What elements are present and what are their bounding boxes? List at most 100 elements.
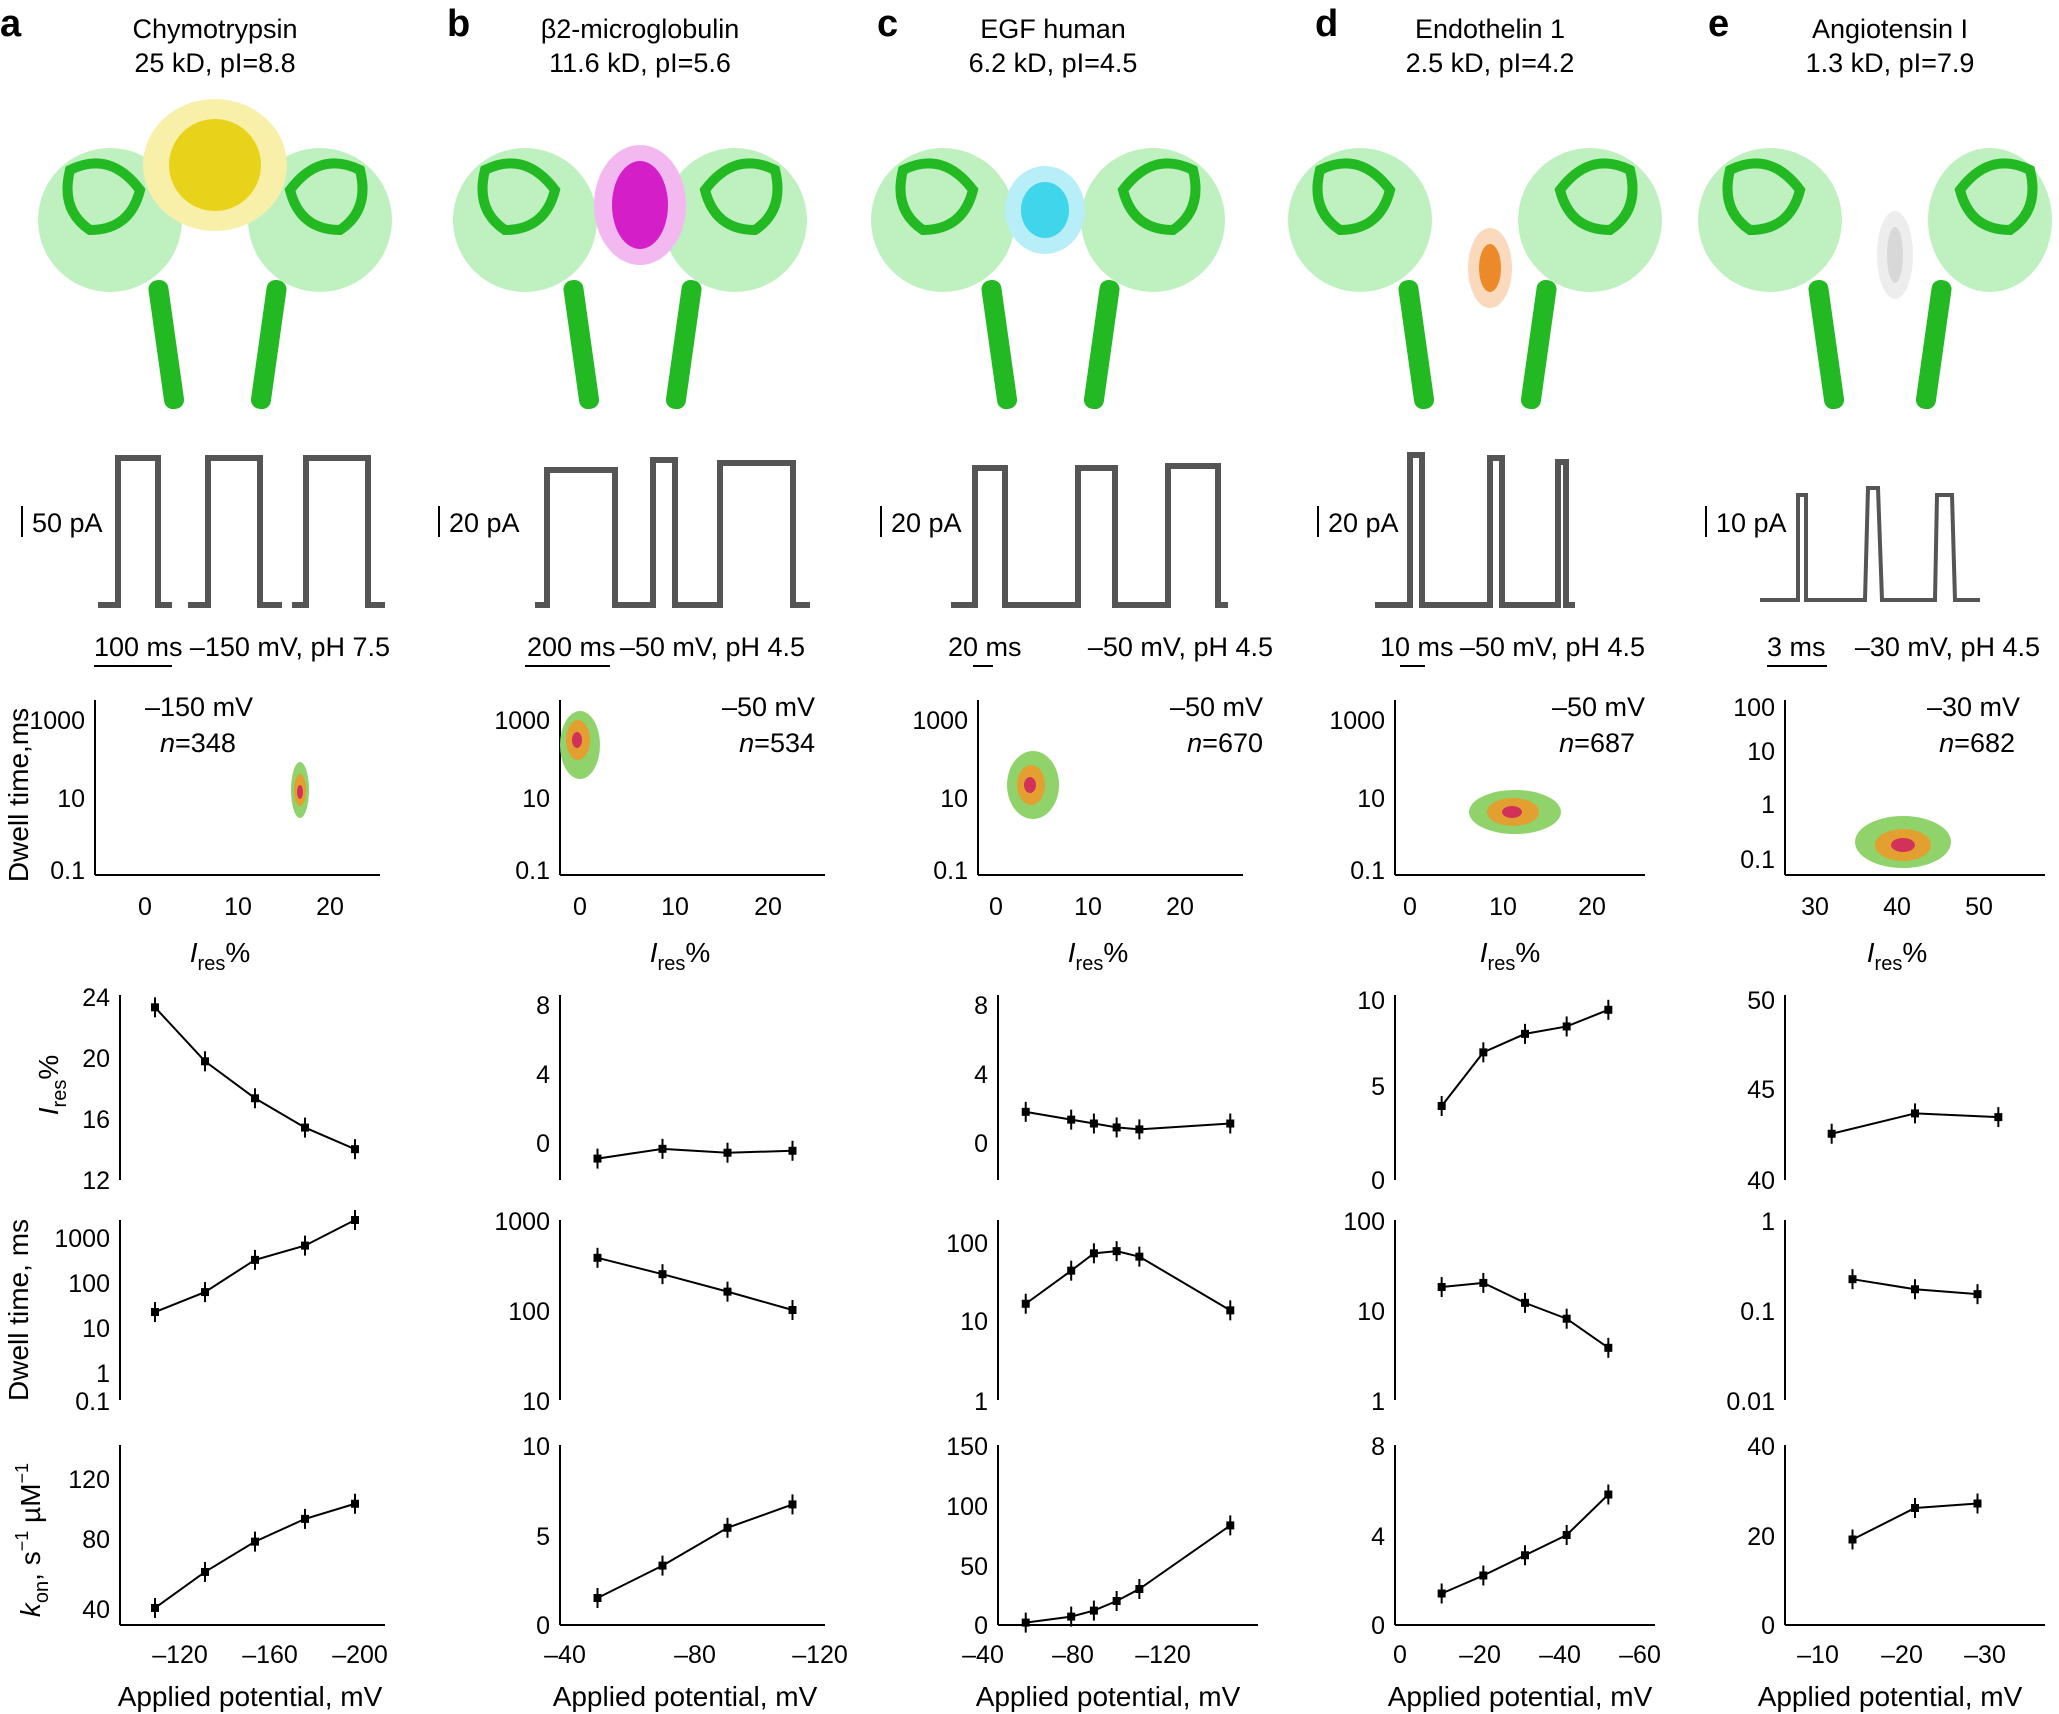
y-tick: 1 — [1371, 1388, 1385, 1416]
y-tick: 10 — [57, 785, 85, 813]
panel-subtitle: 6.2 kD, pI=4.5 — [969, 48, 1138, 78]
panel-letter: a — [0, 3, 22, 45]
y-tick: 12 — [82, 1167, 110, 1195]
x-tick: 0 — [138, 893, 152, 921]
y-tick: 100 — [68, 1270, 110, 1298]
x-tick: 20 — [1166, 893, 1194, 921]
current-scale-label: 20 pA — [891, 508, 962, 538]
data-point — [1135, 1585, 1144, 1593]
scatter-y-axis-label: Dwell time,ms — [3, 708, 34, 882]
n-value: =682 — [1954, 728, 2015, 758]
y-tick: 1000 — [29, 707, 85, 735]
data-point — [1827, 1129, 1836, 1138]
y-tick: 5 — [536, 1523, 550, 1551]
data-point — [1911, 1285, 1919, 1294]
y-tick: 45 — [1747, 1076, 1775, 1104]
pore-structure-illustration — [1698, 148, 2052, 410]
dwell-plot: 1000 100 10 1 0.1 — [54, 1210, 359, 1416]
x-tick: 20 — [316, 893, 344, 921]
data-point — [1437, 1589, 1446, 1598]
data-point — [1521, 1298, 1529, 1307]
y-tick: 0 — [974, 1130, 988, 1158]
scatter-voltage: –50 mV — [1170, 692, 1263, 722]
series-line — [154, 1006, 356, 1151]
dwell-plot: 1000 100 10 — [494, 1208, 797, 1416]
y-tick: 1000 — [912, 707, 968, 735]
data-point — [301, 1123, 309, 1132]
x-tick: 40 — [1883, 893, 1911, 921]
series-line — [597, 1147, 793, 1160]
data-point — [1226, 1306, 1235, 1315]
current-trace: 10 pA 3 ms –30 mV, pH 4.5 — [1705, 486, 2040, 667]
scatter-voltage: –50 mV — [1552, 692, 1645, 722]
data-point — [593, 1154, 602, 1163]
data-point — [1067, 1266, 1076, 1275]
x-tick: 0 — [989, 893, 1003, 921]
time-scale-label: 200 ms — [527, 632, 616, 662]
y-tick: 4 — [536, 1061, 550, 1089]
data-point — [1112, 1247, 1121, 1256]
x-axis-label: Applied potential, mV — [553, 1681, 818, 1712]
y-tick: 100 — [1343, 1208, 1385, 1236]
y-tick: 0.1 — [1740, 1298, 1775, 1326]
data-point — [1089, 1606, 1098, 1615]
x-tick: 0 — [1393, 1641, 1407, 1669]
scatter-plot: 1000 10 0.1 0 10 20 –50 mV n=687 Ires% — [1329, 692, 1645, 975]
n-label: n — [739, 728, 754, 758]
data-point — [723, 1148, 732, 1157]
n-value: =534 — [754, 728, 815, 758]
x-tick: –10 — [1797, 1641, 1839, 1669]
data-point — [351, 1499, 359, 1508]
y-tick: 10 — [522, 785, 550, 813]
y-tick: 0.1 — [1350, 857, 1385, 885]
data-point — [151, 1603, 159, 1612]
data-point — [1973, 1290, 1982, 1299]
dwell-plot: 100 10 1 — [946, 1220, 1235, 1416]
y-tick: 8 — [1371, 1433, 1385, 1461]
y-tick: 100 — [1733, 694, 1775, 722]
y-tick: 8 — [536, 992, 550, 1020]
panel-subtitle: 11.6 kD, pI=5.6 — [549, 48, 731, 78]
scatter-xlabel: Ires% — [1867, 937, 1927, 975]
scatter-xlabel: Ires% — [650, 937, 710, 975]
y-tick: 1 — [1761, 1208, 1775, 1236]
y-tick: 1000 — [54, 1225, 110, 1253]
panel-letter: e — [1708, 3, 1729, 45]
data-point — [301, 1241, 309, 1250]
data-point — [1112, 1597, 1121, 1605]
x-tick: –20 — [1459, 1641, 1501, 1669]
panel-title: β2-microglobulin — [541, 14, 740, 44]
panel-letter: b — [447, 3, 470, 45]
panel-subtitle: 2.5 kD, pI=4.2 — [1406, 48, 1575, 78]
x-tick: 10 — [224, 893, 252, 921]
y-tick: 5 — [1371, 1073, 1385, 1101]
data-point — [251, 1094, 259, 1103]
current-scale-label: 20 pA — [1328, 508, 1399, 538]
y-tick: 4 — [974, 1061, 988, 1089]
data-point — [593, 1253, 602, 1262]
y-tick: 8 — [974, 992, 988, 1020]
y-tick: 0.01 — [1726, 1388, 1775, 1416]
panel-subtitle: 1.3 kD, pI=7.9 — [1806, 48, 1975, 78]
y-tick: 10 — [960, 1308, 988, 1336]
ires-plot: 10 5 0 — [1357, 987, 1613, 1195]
series-line — [1025, 1110, 1231, 1131]
scatter-xlabel: Ires% — [1480, 937, 1540, 975]
data-point — [1604, 1343, 1613, 1352]
pore-structure-illustration — [871, 148, 1225, 410]
n-value: =687 — [1574, 728, 1635, 758]
data-point — [593, 1594, 602, 1602]
trace-conditions: –30 mV, pH 4.5 — [1855, 632, 2040, 662]
x-axis-label: Applied potential, mV — [1388, 1681, 1653, 1712]
n-label: n — [1939, 728, 1954, 758]
data-point — [251, 1537, 259, 1546]
data-point — [151, 1003, 159, 1012]
current-trace: 20 pA 200 ms –50 mV, pH 4.5 — [438, 457, 810, 667]
data-point — [1479, 1571, 1488, 1580]
time-scale-label: 10 ms — [1380, 632, 1454, 662]
x-tick: 0 — [1403, 893, 1417, 921]
x-tick: 50 — [1965, 893, 1993, 921]
ires-y-axis-label: Ires% — [33, 1055, 71, 1115]
data-point — [351, 1216, 359, 1224]
trace-conditions: –150 mV, pH 7.5 — [190, 632, 390, 662]
